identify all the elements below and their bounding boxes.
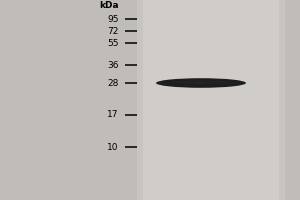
- Text: 36: 36: [107, 60, 118, 70]
- Ellipse shape: [172, 80, 230, 84]
- Text: 28: 28: [107, 78, 118, 88]
- Bar: [136, 0, 285, 200]
- Ellipse shape: [156, 78, 246, 88]
- Bar: [142, 0, 279, 200]
- Text: 55: 55: [107, 38, 118, 47]
- Text: 72: 72: [107, 26, 118, 36]
- Text: kDa: kDa: [99, 1, 118, 10]
- Text: 10: 10: [107, 142, 118, 152]
- Text: 95: 95: [107, 15, 118, 23]
- Text: 17: 17: [107, 110, 118, 119]
